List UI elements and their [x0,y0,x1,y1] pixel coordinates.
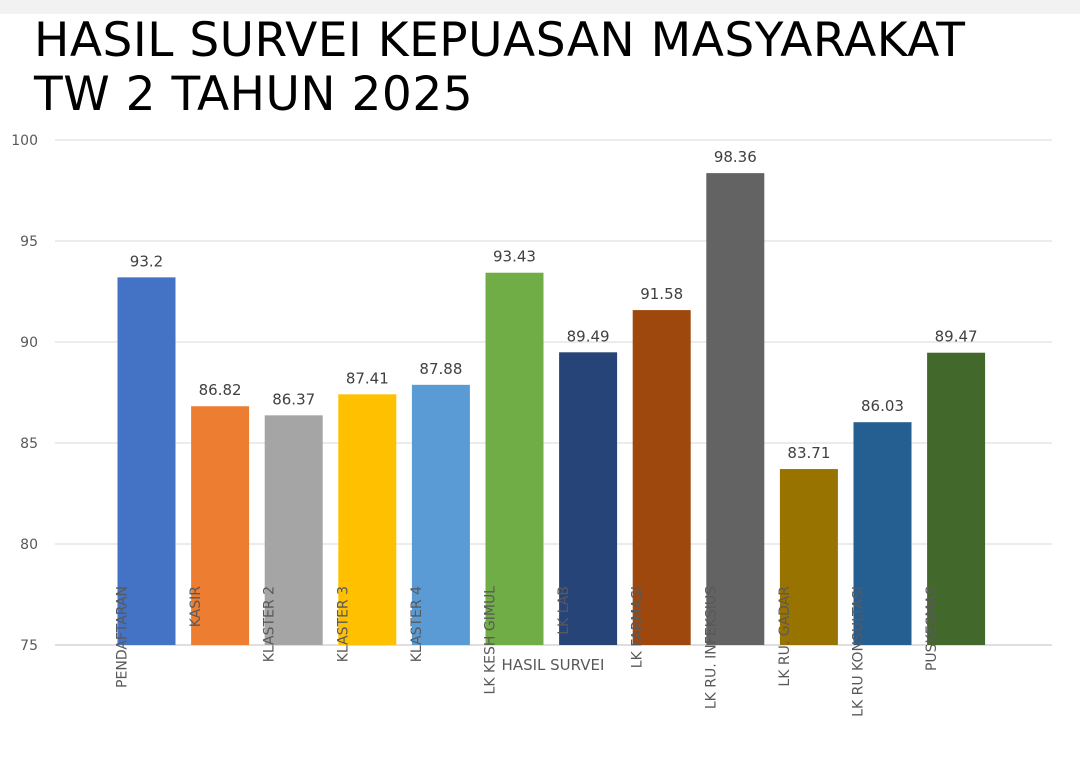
bar [338,394,397,645]
title-line-2: TW 2 TAHUN 2025 [34,67,474,122]
bar [779,469,838,645]
data-label: 86.82 [199,381,242,399]
category-label: PUSKESMAS [924,586,940,671]
y-axis-ticks: 75 80 85 90 95 100 [11,133,38,654]
data-label: 89.49 [567,327,610,345]
data-label: 89.47 [935,328,978,346]
category-label: LK LAB [556,586,572,635]
data-label: 87.88 [419,360,462,378]
data-label: 87.41 [346,369,389,387]
y-tick-label: 80 [20,537,38,553]
data-label: 93.43 [493,248,536,266]
y-tick-label: 95 [20,234,38,250]
bar [191,406,250,645]
y-tick-label: 100 [11,133,38,149]
category-label: LK RU. GADAR [777,586,793,687]
category-label: PENDAFTARAN [115,586,131,688]
category-label: LK RU KONSULTASI [851,586,867,717]
bars [117,173,986,646]
x-axis-title: HASIL SURVEI [502,656,605,674]
category-labels: PENDAFTARAN KASIR KLASTER 2 KLASTER 3 KLASTE… [115,586,941,717]
bar [632,310,691,645]
page-title: HASIL SURVEI KEPUASAN MASYARAKAT TW 2 TA… [34,14,1074,122]
bar [927,352,986,645]
data-label: 93.2 [130,252,163,270]
y-tick-label: 85 [20,436,38,452]
category-label: LK RU. INFEKSIUS [703,586,719,709]
bar [706,173,765,646]
bar [559,352,618,645]
category-label: KLASTER 4 [409,586,425,662]
top-band [0,0,1080,14]
bar [485,272,544,645]
category-label: LK KESH GIMUL [483,586,499,695]
data-label: 91.58 [640,285,683,303]
title-line-1: HASIL SURVEI KEPUASAN MASYARAKAT [34,13,966,68]
y-tick-label: 90 [20,335,38,351]
bar [117,277,176,645]
category-label: LK FARMASI [630,586,646,668]
category-label: KASIR [188,586,204,628]
data-label: 86.37 [272,390,315,408]
category-label: KLASTER 3 [335,586,351,662]
data-label: 83.71 [787,444,830,462]
data-label: 98.36 [714,148,757,166]
y-tick-label: 75 [20,638,38,654]
bar [411,384,470,645]
bar [264,415,323,645]
bar [853,422,912,645]
data-label: 86.03 [861,397,904,415]
category-label: KLASTER 2 [262,586,278,662]
data-labels: 93.2 86.82 86.37 87.41 87.88 93.43 89.49 91.58 9… [130,148,978,462]
